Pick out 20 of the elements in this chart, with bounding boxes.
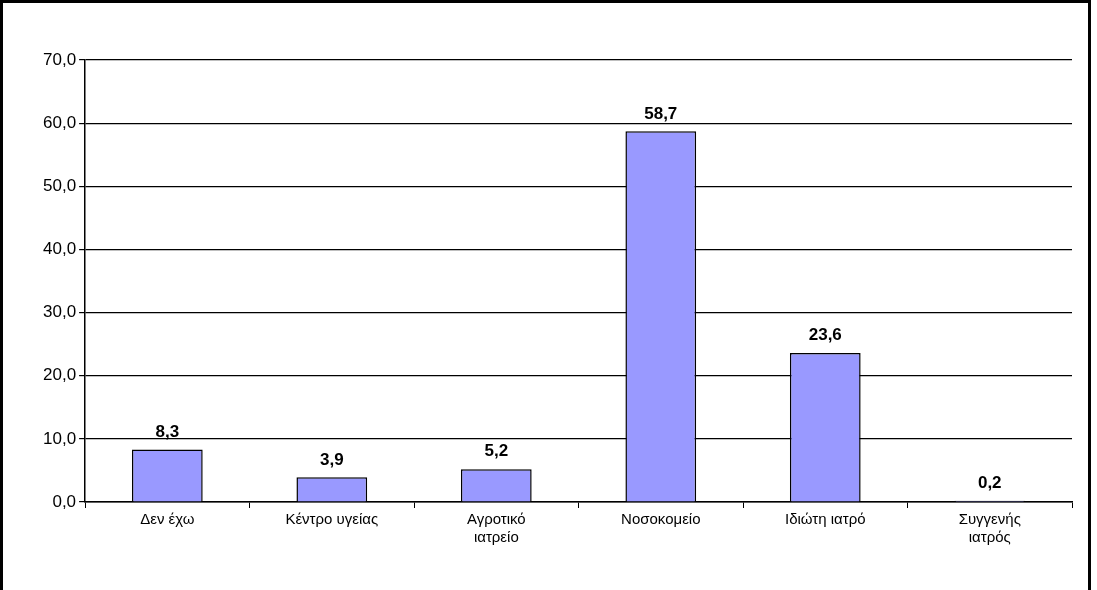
x-tick-label: Δεν έχω <box>140 510 195 528</box>
data-label: 3,9 <box>319 449 344 469</box>
x-tick-label: Αγροτικό ιατρείο <box>466 510 526 546</box>
data-label: 5,2 <box>484 441 509 461</box>
y-tick-label: 0,0 <box>52 491 77 511</box>
data-label: 58,7 <box>644 103 678 123</box>
y-tick-label: 60,0 <box>42 112 77 132</box>
x-tick-label: Συγγενής ιατρός <box>958 510 1021 546</box>
x-tick-label: Κέντρο υγείας <box>285 510 379 528</box>
data-label: 23,6 <box>808 325 842 345</box>
data-label: 0,2 <box>977 472 1002 492</box>
y-tick-label: 40,0 <box>42 239 77 259</box>
data-label: 8,3 <box>155 421 180 441</box>
y-tick-label: 50,0 <box>42 175 77 195</box>
y-tick-label: 30,0 <box>42 302 77 322</box>
y-tick-label: 70,0 <box>42 49 77 69</box>
y-tick-label: 20,0 <box>42 365 77 385</box>
x-tick-label: Ιδιώτη ιατρό <box>784 510 866 528</box>
x-tick-label: Νοσοκομείο <box>621 510 701 528</box>
y-tick-label: 10,0 <box>42 428 77 448</box>
